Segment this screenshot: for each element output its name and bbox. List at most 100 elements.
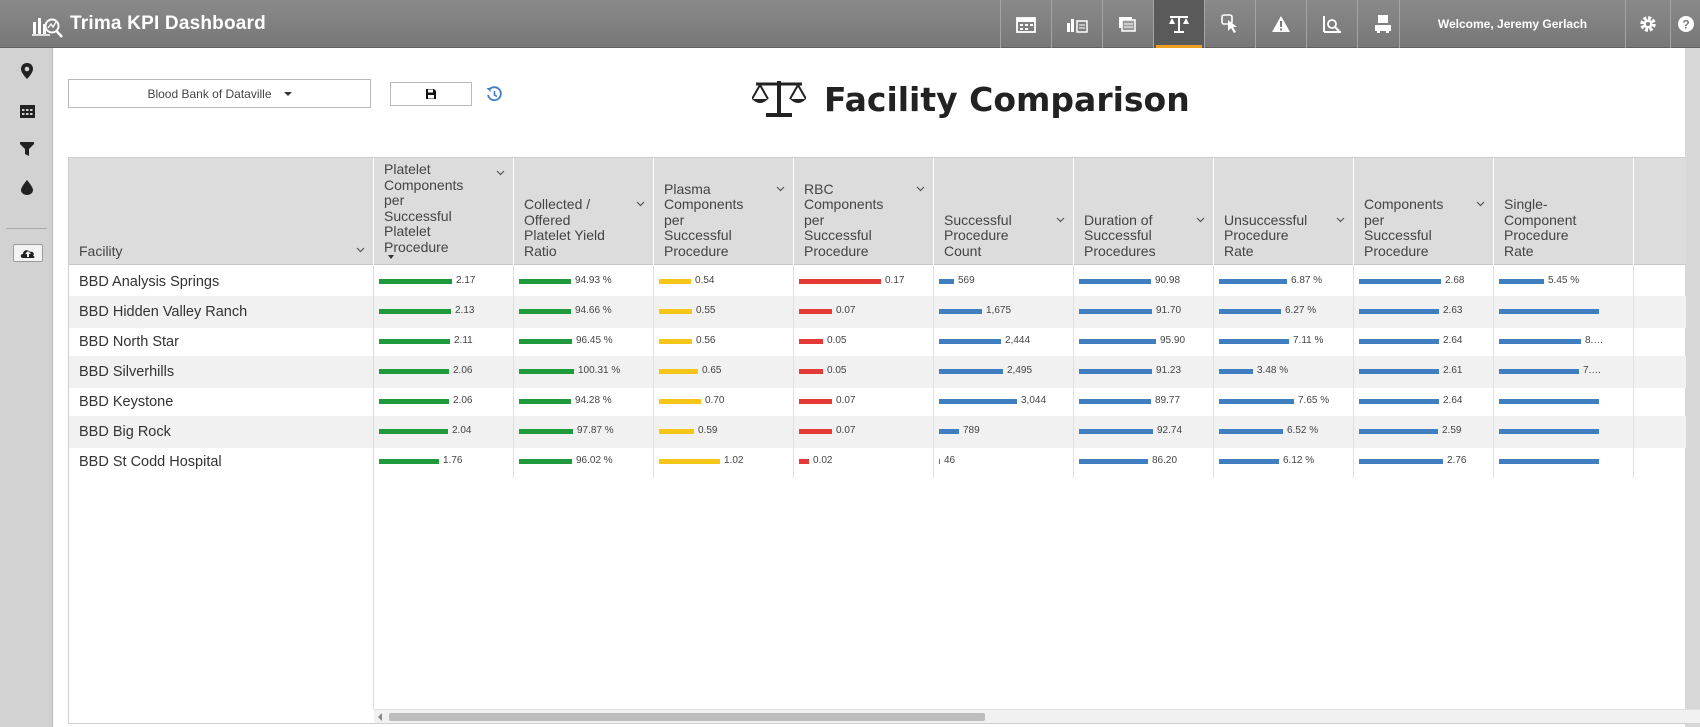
metric-cell: 2.64 xyxy=(1354,326,1494,358)
metric-bar xyxy=(939,429,959,434)
horizontal-scrollbar[interactable] xyxy=(374,709,1700,723)
nav-pages-button[interactable] xyxy=(1102,0,1153,48)
table-row[interactable]: BBD St Codd Hospital 1.76 96.02 % 1.02 0.02 4… xyxy=(69,446,1686,478)
metric-cell: 90.98 xyxy=(1074,266,1214,298)
column-header-label: RBC Components per Successful Procedure xyxy=(804,180,884,259)
metric-value: 100.31 % xyxy=(578,365,621,376)
sidebar-upload-button[interactable] xyxy=(13,244,43,262)
sidebar-date-button[interactable] xyxy=(12,96,42,126)
metric-cell: 0.54 xyxy=(654,266,794,298)
sidebar-divider xyxy=(6,228,47,229)
table-row[interactable]: BBD Analysis Springs 2.17 94.93 % 0.54 0.17 5… xyxy=(69,266,1686,298)
chevron-down-icon[interactable] xyxy=(1056,217,1065,223)
column-header[interactable]: Single- Component Procedure Rate xyxy=(1494,158,1634,265)
metric-cell: 95.90 xyxy=(1074,326,1214,358)
table-row[interactable]: BBD North Star 2.11 96.45 % 0.56 0.05 2,444 95… xyxy=(69,326,1686,358)
chevron-down-icon[interactable] xyxy=(916,186,925,192)
metric-cell xyxy=(1494,416,1634,448)
svg-text:?: ? xyxy=(1682,18,1689,32)
column-header-label: Successful Procedure Count xyxy=(944,211,1012,259)
metric-value: 2.64 xyxy=(1443,395,1463,406)
chevron-down-icon[interactable] xyxy=(1476,201,1485,207)
metric-bar xyxy=(519,369,574,374)
nav-bar-compare-button[interactable] xyxy=(1051,0,1102,48)
column-header[interactable]: Plasma Components per Successful Procedu… xyxy=(654,158,794,265)
cloud-upload-icon xyxy=(20,250,35,258)
chevron-down-icon[interactable] xyxy=(1336,217,1345,223)
nav-facility-comparison-button[interactable] xyxy=(1153,0,1204,48)
metric-bar xyxy=(519,339,572,344)
metric-value: 1.02 xyxy=(724,455,744,466)
column-header-facility[interactable]: Facility xyxy=(69,158,374,265)
metric-cell: 2.76 xyxy=(1354,446,1494,478)
metric-bar xyxy=(1499,339,1581,344)
metric-value: 2.04 xyxy=(452,425,472,436)
column-header[interactable]: Collected / Offered Platelet Yield Ratio xyxy=(514,158,654,265)
metric-cell: 91.70 xyxy=(1074,296,1214,328)
metric-cell: 86.20 xyxy=(1074,446,1214,478)
column-header[interactable]: RBC Components per Successful Procedure xyxy=(794,158,934,265)
metric-value: 3,044 xyxy=(1021,395,1047,406)
horizontal-scroll-thumb[interactable] xyxy=(389,713,985,721)
sidebar-location-button[interactable] xyxy=(12,56,42,86)
scroll-left-icon[interactable] xyxy=(378,713,382,721)
metric-bar xyxy=(1359,309,1439,314)
metric-cell: 0.07 xyxy=(794,416,934,448)
metric-bar xyxy=(1499,279,1544,284)
gear-icon xyxy=(1640,16,1656,32)
reset-button[interactable] xyxy=(484,84,504,104)
metric-cell: 3,044 xyxy=(934,386,1074,418)
column-header[interactable]: Unsuccessful Procedure Rate xyxy=(1214,158,1354,265)
metric-cell: 8.… xyxy=(1494,326,1634,358)
metric-cell: 2.68 xyxy=(1354,266,1494,298)
chevron-down-icon[interactable] xyxy=(496,170,505,176)
metric-cell: 2.61 xyxy=(1354,356,1494,388)
chevron-down-icon[interactable] xyxy=(1196,217,1205,223)
metric-bar xyxy=(1359,339,1439,344)
metric-value: 1.76 xyxy=(443,455,463,466)
metric-value: 0.56 xyxy=(696,335,716,346)
chevron-down-icon[interactable] xyxy=(776,186,785,192)
metric-cell: 3.48 % xyxy=(1214,356,1354,388)
metric-bar xyxy=(939,369,1003,374)
chevron-down-icon[interactable] xyxy=(636,201,645,207)
metric-bar xyxy=(799,339,823,344)
metric-bar xyxy=(1079,459,1148,464)
sidebar-blood-button[interactable] xyxy=(12,172,42,202)
nav-device-button[interactable] xyxy=(1357,0,1408,48)
nav-toolbar xyxy=(1000,0,1408,48)
save-button[interactable] xyxy=(390,82,472,106)
metric-value: 6.27 % xyxy=(1285,305,1317,316)
metric-bar xyxy=(379,459,439,464)
metric-value: 789 xyxy=(963,425,980,436)
table-row[interactable]: BBD Keystone 2.06 94.28 % 0.70 0.07 3,044 89.7… xyxy=(69,386,1686,418)
chevron-down-icon[interactable] xyxy=(356,247,365,253)
metric-value: 2.17 xyxy=(456,275,476,286)
column-header[interactable]: Components per Successful Procedure xyxy=(1354,158,1494,265)
nav-calendar-report-button[interactable] xyxy=(1000,0,1051,48)
metric-value: 2.06 xyxy=(453,365,473,376)
facility-dropdown[interactable]: Blood Bank of Dataville xyxy=(68,79,371,108)
metric-bar xyxy=(1219,429,1283,434)
metric-value: 96.02 % xyxy=(576,455,613,466)
column-header[interactable]: Successful Procedure Count xyxy=(934,158,1074,265)
metric-bar xyxy=(659,309,692,314)
help-button[interactable]: ? xyxy=(1670,0,1700,48)
nav-analysis-button[interactable] xyxy=(1306,0,1357,48)
table-row[interactable]: BBD Hidden Valley Ranch 2.13 94.66 % 0.55 0.… xyxy=(69,296,1686,328)
metric-cell: 6.27 % xyxy=(1214,296,1354,328)
welcome-user[interactable]: Welcome, Jeremy Gerlach xyxy=(1399,0,1625,48)
sidebar-filter-button[interactable] xyxy=(12,134,42,164)
table-row[interactable]: BBD Big Rock 2.04 97.87 % 0.59 0.07 789 92.74 6… xyxy=(69,416,1686,448)
column-header[interactable]: Platelet Components per Successful Plate… xyxy=(374,158,514,265)
table-row[interactable]: BBD Silverhills 2.06 100.31 % 0.65 0.05 2,495… xyxy=(69,356,1686,388)
metric-cell: 94.93 % xyxy=(514,266,654,298)
nav-pointer-button[interactable] xyxy=(1204,0,1255,48)
metric-value: 6.87 % xyxy=(1291,275,1323,286)
nav-alerts-button[interactable] xyxy=(1255,0,1306,48)
column-header[interactable]: Duration of Successful Procedures xyxy=(1074,158,1214,265)
metric-bar xyxy=(799,309,832,314)
metric-bar xyxy=(1219,459,1279,464)
settings-button[interactable] xyxy=(1625,0,1670,48)
metric-value: 94.66 % xyxy=(575,305,612,316)
